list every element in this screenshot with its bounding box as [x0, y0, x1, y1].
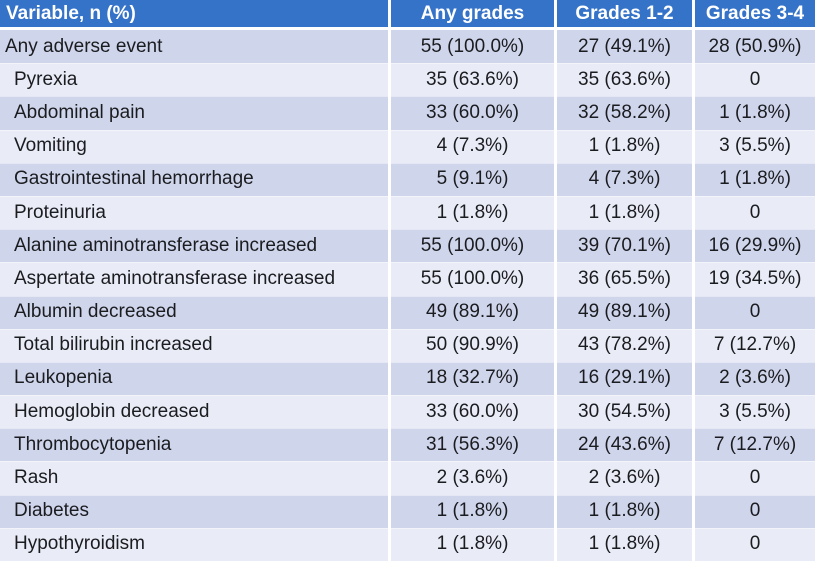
grades-3-4-cell: 0	[695, 295, 815, 329]
any-grades-cell: 55 (100.0%)	[391, 229, 554, 263]
column-header-grades-1-2: Grades 1-2	[557, 0, 692, 27]
grades-1-2-cell: 35 (63.6%)	[557, 63, 692, 97]
table-row-thrombocytopenia: Thrombocytopenia 31 (56.3%) 24 (43.6%) 7…	[0, 428, 815, 462]
variable-cell: Pyrexia	[0, 63, 388, 97]
grades-3-4-cell: 0	[695, 195, 815, 230]
variable-cell: Thrombocytopenia	[0, 428, 388, 462]
any-grades-cell: 49 (89.1%)	[391, 295, 554, 329]
grades-1-2-cell: 39 (70.1%)	[557, 229, 692, 263]
table-row-vomiting: Vomiting 4 (7.3%) 1 (1.8%) 3 (5.5%)	[0, 129, 815, 163]
grades-1-2-cell: 49 (89.1%)	[557, 295, 692, 329]
grades-3-4-cell: 0	[695, 461, 815, 495]
grades-3-4-cell: 19 (34.5%)	[695, 262, 815, 296]
variable-cell: Vomiting	[0, 129, 388, 163]
table-row-pyrexia: Pyrexia 35 (63.6%) 35 (63.6%) 0	[0, 63, 815, 97]
any-grades-cell: 55 (100.0%)	[391, 30, 554, 64]
any-grades-cell: 2 (3.6%)	[391, 461, 554, 495]
variable-cell: Gastrointestinal hemorrhage	[0, 162, 388, 196]
variable-cell: Hemoglobin decreased	[0, 395, 388, 429]
grades-3-4-cell: 1 (1.8%)	[695, 96, 815, 130]
table-row-any-adverse-event: Any adverse event 55 (100.0%) 27 (49.1%)…	[0, 30, 815, 64]
grades-3-4-cell: 0	[695, 527, 815, 561]
variable-cell: Leukopenia	[0, 361, 388, 396]
grades-1-2-cell: 43 (78.2%)	[557, 328, 692, 362]
grades-1-2-cell: 2 (3.6%)	[557, 461, 692, 495]
grades-1-2-cell: 1 (1.8%)	[557, 195, 692, 230]
grades-1-2-cell: 30 (54.5%)	[557, 395, 692, 429]
table-row-diabetes: Diabetes 1 (1.8%) 1 (1.8%) 0	[0, 494, 815, 528]
variable-cell: Aspertate aminotransferase increased	[0, 262, 388, 296]
variable-cell: Rash	[0, 461, 388, 495]
any-grades-cell: 5 (9.1%)	[391, 162, 554, 196]
any-grades-cell: 33 (60.0%)	[391, 395, 554, 429]
grades-3-4-cell: 28 (50.9%)	[695, 30, 815, 64]
grades-3-4-cell: 0	[695, 494, 815, 528]
grades-1-2-cell: 4 (7.3%)	[557, 162, 692, 196]
table-row-alanine-aminotransferase-increased: Alanine aminotransferase increased 55 (1…	[0, 229, 815, 263]
any-grades-cell: 1 (1.8%)	[391, 494, 554, 528]
grades-1-2-cell: 24 (43.6%)	[557, 428, 692, 462]
table-row-albumin-decreased: Albumin decreased 49 (89.1%) 49 (89.1%) …	[0, 295, 815, 329]
variable-cell: Diabetes	[0, 494, 388, 528]
table-row-rash: Rash 2 (3.6%) 2 (3.6%) 0	[0, 461, 815, 495]
table-row-hemoglobin-decreased: Hemoglobin decreased 33 (60.0%) 30 (54.5…	[0, 395, 815, 429]
any-grades-cell: 1 (1.8%)	[391, 195, 554, 230]
grades-3-4-cell: 2 (3.6%)	[695, 361, 815, 396]
variable-cell: Albumin decreased	[0, 295, 388, 329]
variable-cell: Hypothyroidism	[0, 527, 388, 561]
table-row-proteinuria: Proteinuria 1 (1.8%) 1 (1.8%) 0	[0, 195, 815, 230]
any-grades-cell: 33 (60.0%)	[391, 96, 554, 130]
column-header-any-grades: Any grades	[391, 0, 554, 27]
any-grades-cell: 1 (1.8%)	[391, 527, 554, 561]
grades-1-2-cell: 32 (58.2%)	[557, 96, 692, 130]
column-header-variable: Variable, n (%)	[0, 0, 388, 27]
grades-3-4-cell: 7 (12.7%)	[695, 428, 815, 462]
table-header-row: Variable, n (%) Any grades Grades 1-2 Gr…	[0, 0, 815, 27]
grades-3-4-cell: 0	[695, 63, 815, 97]
variable-cell: Alanine aminotransferase increased	[0, 229, 388, 263]
variable-cell: Proteinuria	[0, 195, 388, 230]
table-row-gastrointestinal-hemorrhage: Gastrointestinal hemorrhage 5 (9.1%) 4 (…	[0, 162, 815, 196]
grades-3-4-cell: 7 (12.7%)	[695, 328, 815, 362]
any-grades-cell: 4 (7.3%)	[391, 129, 554, 163]
column-header-grades-3-4: Grades 3-4	[695, 0, 815, 27]
grades-1-2-cell: 36 (65.5%)	[557, 262, 692, 296]
grades-1-2-cell: 1 (1.8%)	[557, 129, 692, 163]
any-grades-cell: 50 (90.9%)	[391, 328, 554, 362]
grades-1-2-cell: 1 (1.8%)	[557, 494, 692, 528]
table-row-hypothyroidism: Hypothyroidism 1 (1.8%) 1 (1.8%) 0	[0, 527, 815, 561]
table-row-leukopenia: Leukopenia 18 (32.7%) 16 (29.1%) 2 (3.6%…	[0, 361, 815, 396]
any-grades-cell: 31 (56.3%)	[391, 428, 554, 462]
table-row-abdominal-pain: Abdominal pain 33 (60.0%) 32 (58.2%) 1 (…	[0, 96, 815, 130]
grades-1-2-cell: 16 (29.1%)	[557, 361, 692, 396]
variable-cell: Abdominal pain	[0, 96, 388, 130]
grades-3-4-cell: 1 (1.8%)	[695, 162, 815, 196]
grades-3-4-cell: 3 (5.5%)	[695, 395, 815, 429]
any-grades-cell: 18 (32.7%)	[391, 361, 554, 396]
any-grades-cell: 35 (63.6%)	[391, 63, 554, 97]
grades-1-2-cell: 27 (49.1%)	[557, 30, 692, 64]
table-row-total-bilirubin-increased: Total bilirubin increased 50 (90.9%) 43 …	[0, 328, 815, 362]
any-grades-cell: 55 (100.0%)	[391, 262, 554, 296]
grades-1-2-cell: 1 (1.8%)	[557, 527, 692, 561]
variable-cell: Total bilirubin increased	[0, 328, 388, 362]
table-row-aspertate-aminotransferase-increased: Aspertate aminotransferase increased 55 …	[0, 262, 815, 296]
variable-cell: Any adverse event	[0, 30, 388, 64]
grades-3-4-cell: 3 (5.5%)	[695, 129, 815, 163]
grades-3-4-cell: 16 (29.9%)	[695, 229, 815, 263]
table-body: Any adverse event 55 (100.0%) 27 (49.1%)…	[0, 30, 815, 561]
